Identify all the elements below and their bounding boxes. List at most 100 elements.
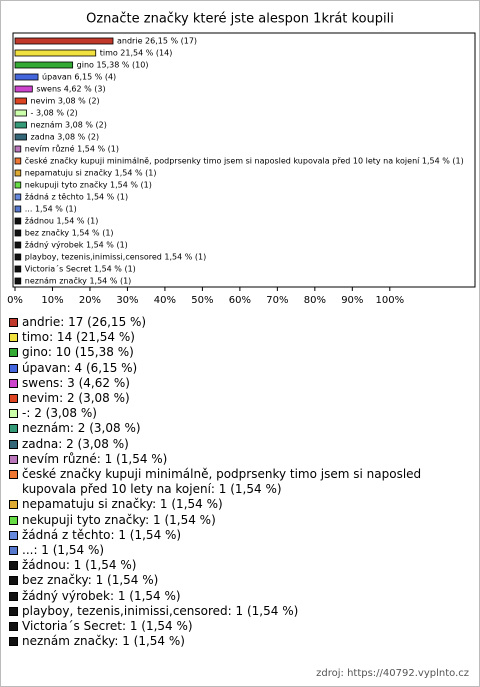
bar bbox=[14, 253, 22, 261]
bar bbox=[14, 37, 114, 45]
bar-label: gino 15,38 % (10) bbox=[77, 61, 149, 70]
legend-label: Victoria´s Secret: 1 (1,54 %) bbox=[22, 619, 193, 634]
legend-item: žádná z těchto: 1 (1,54 %) bbox=[9, 528, 471, 543]
bar bbox=[14, 49, 97, 57]
chart-title: Označte značky které jste alespon 1krát … bbox=[86, 12, 394, 27]
legend-label: andrie: 17 (26,15 %) bbox=[22, 315, 147, 329]
legend-label: úpavan: 4 (6,15 %) bbox=[22, 360, 138, 375]
bar bbox=[14, 133, 27, 141]
bar-label: ... 1,54 % (1) bbox=[25, 205, 77, 214]
legend-label: ...: 1 (1,54 %) bbox=[22, 543, 105, 558]
bar-label: swens 4,62 % (3) bbox=[36, 85, 105, 94]
legend: andrie: 17 (26,15 %) timo: 14 (21,54 %) gi… bbox=[9, 315, 471, 649]
legend-marker bbox=[9, 470, 18, 480]
legend-item: bez značky: 1 (1,54 %) bbox=[9, 573, 471, 588]
legend-label: nevím různé: 1 (1,54 %) bbox=[22, 451, 168, 466]
legend-item: nepamatuju si značky: 1 (1,54 %) bbox=[9, 497, 471, 512]
source: zdroj: https://40792.vyplnto.cz bbox=[316, 668, 469, 679]
legend-label: swens: 3 (4,62 %) bbox=[22, 375, 130, 390]
legend-label: gino: 10 (15,38 %) bbox=[22, 345, 134, 360]
x-tick-label: 0% bbox=[7, 295, 23, 306]
legend-marker bbox=[9, 606, 18, 616]
legend-marker bbox=[9, 546, 18, 556]
legend-item: Victoria´s Secret: 1 (1,54 %) bbox=[9, 619, 471, 634]
bar bbox=[14, 181, 22, 189]
legend-marker bbox=[9, 515, 18, 525]
bar-label: nekupuji tyto značky 1,54 % (1) bbox=[25, 180, 152, 190]
x-tick-label: 50% bbox=[191, 295, 213, 306]
legend-label: české značky kupuji minimálně, podprsenk… bbox=[22, 467, 422, 497]
bar-label: playboy, tezenis,inimissi,censored 1,54 … bbox=[25, 253, 207, 262]
bar-label: nepamatuju si značky 1,54 % (1) bbox=[25, 168, 157, 178]
bar bbox=[14, 169, 22, 177]
legend-item: andrie: 17 (26,15 %) bbox=[9, 315, 471, 330]
bar bbox=[14, 193, 22, 201]
legend-label: neznám: 2 (3,08 %) bbox=[22, 421, 141, 436]
x-tick-label: 40% bbox=[154, 295, 176, 306]
legend-item: české značky kupuji minimálně, podprsenk… bbox=[9, 467, 471, 497]
legend-marker bbox=[9, 622, 18, 632]
legend-marker bbox=[9, 439, 18, 449]
bar bbox=[14, 265, 22, 273]
legend-label: nekupuji tyto značky: 1 (1,54 %) bbox=[22, 512, 216, 527]
x-tick-label: 70% bbox=[266, 295, 288, 306]
legend-marker bbox=[9, 363, 18, 373]
legend-item: neznám značky: 1 (1,54 %) bbox=[9, 634, 471, 649]
legend-marker bbox=[9, 378, 18, 388]
legend-marker bbox=[9, 333, 18, 343]
bar bbox=[14, 97, 27, 105]
legend-item: ...: 1 (1,54 %) bbox=[9, 543, 471, 558]
plot-frame bbox=[12, 32, 476, 288]
legend-item: nevím různé: 1 (1,54 %) bbox=[9, 452, 471, 467]
bar bbox=[14, 73, 39, 81]
legend-label: žádný výrobek: 1 (1,54 %) bbox=[22, 588, 181, 603]
bar-label: Victoria´s Secret 1,54 % (1) bbox=[25, 264, 136, 274]
legend-item: timo: 14 (21,54 %) bbox=[9, 330, 471, 345]
chart: Označte značky které jste alespon 1krát … bbox=[7, 12, 476, 306]
legend-item: nevim: 2 (3,08 %) bbox=[9, 391, 471, 406]
legend-item: žádnou: 1 (1,54 %) bbox=[9, 558, 471, 573]
legend-marker bbox=[9, 454, 18, 464]
bar-label: neznám 3,08 % (2) bbox=[31, 121, 107, 130]
x-tick-label: 10% bbox=[41, 295, 63, 306]
bar-label: nevím různé 1,54 % (1) bbox=[25, 144, 119, 154]
legend-label: žádnou: 1 (1,54 %) bbox=[22, 558, 137, 573]
bar-label: bez značky 1,54 % (1) bbox=[25, 228, 114, 238]
x-tick-label: 100% bbox=[375, 295, 404, 306]
bar bbox=[14, 121, 27, 129]
legend-marker bbox=[9, 637, 18, 647]
legend-item: nekupuji tyto značky: 1 (1,54 %) bbox=[9, 513, 471, 528]
legend-marker bbox=[9, 561, 18, 571]
legend-label: playboy, tezenis,inimissi,censored: 1 (1… bbox=[22, 603, 299, 618]
legend-item: swens: 3 (4,62 %) bbox=[9, 376, 471, 391]
bar bbox=[14, 229, 22, 237]
x-tick-label: 60% bbox=[229, 295, 251, 306]
bar-label: zadna 3,08 % (2) bbox=[31, 133, 100, 142]
x-tick-label: 80% bbox=[304, 295, 326, 306]
bar-label: české značky kupuji minimálně, podprsenk… bbox=[25, 156, 464, 166]
legend-label: timo: 14 (21,54 %) bbox=[22, 330, 135, 345]
legend-label: -: 2 (3,08 %) bbox=[22, 406, 97, 421]
bar bbox=[14, 109, 27, 117]
legend-label: nepamatuju si značky: 1 (1,54 %) bbox=[22, 497, 223, 512]
legend-item: zadna: 2 (3,08 %) bbox=[9, 437, 471, 452]
bar bbox=[14, 145, 22, 153]
legend-item: žádný výrobek: 1 (1,54 %) bbox=[9, 589, 471, 604]
legend-label: neznám značky: 1 (1,54 %) bbox=[22, 634, 185, 649]
bar-label: neznám značky 1,54 % (1) bbox=[25, 276, 132, 286]
legend-item: playboy, tezenis,inimissi,censored: 1 (1… bbox=[9, 604, 471, 619]
bar-label: žádný výrobek 1,54 % (1) bbox=[25, 241, 128, 250]
legend-item: úpavan: 4 (6,15 %) bbox=[9, 361, 471, 376]
legend-marker bbox=[9, 424, 18, 434]
legend-item: gino: 10 (15,38 %) bbox=[9, 345, 471, 360]
bar-label: nevim 3,08 % (2) bbox=[31, 97, 100, 106]
legend-label: žádná z těchto: 1 (1,54 %) bbox=[22, 527, 182, 542]
legend-label: zadna: 2 (3,08 %) bbox=[22, 436, 129, 451]
bar bbox=[14, 277, 22, 285]
legend-marker bbox=[9, 500, 18, 510]
bar-label: andrie 26,15 % (17) bbox=[117, 37, 197, 46]
legend-marker bbox=[9, 576, 18, 586]
bar bbox=[14, 241, 22, 249]
bar bbox=[14, 61, 74, 69]
